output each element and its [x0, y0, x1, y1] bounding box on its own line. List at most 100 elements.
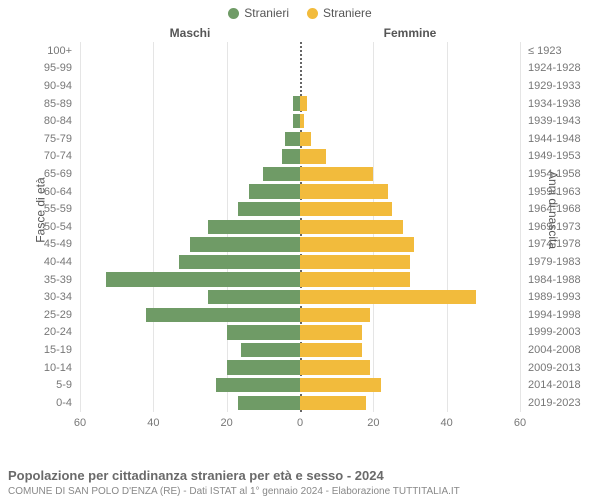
age-label: 40-44	[0, 257, 76, 268]
legend-item-female: Straniere	[307, 6, 372, 20]
age-label: 85-89	[0, 99, 76, 110]
birth-label: 1949-1953	[524, 151, 600, 162]
legend: Stranieri Straniere	[0, 0, 600, 20]
age-label: 30-34	[0, 292, 76, 303]
birth-label: 1924-1928	[524, 63, 600, 74]
bar-male	[293, 114, 300, 129]
bar-row	[80, 325, 520, 340]
bar-male	[285, 132, 300, 147]
age-label: 50-54	[0, 222, 76, 233]
x-tick-label: 40	[441, 417, 453, 429]
bar-male	[249, 184, 300, 199]
bar-row	[80, 360, 520, 375]
bar-male	[146, 308, 300, 323]
age-label: 95-99	[0, 63, 76, 74]
age-label: 65-69	[0, 169, 76, 180]
bar-row	[80, 96, 520, 111]
bar-female	[300, 272, 410, 287]
bar-male	[238, 202, 300, 217]
bar-female	[300, 132, 311, 147]
bar-row	[80, 290, 520, 305]
bar-female	[300, 220, 403, 235]
chart-title: Popolazione per cittadinanza straniera p…	[8, 468, 384, 483]
bar-male	[293, 96, 300, 111]
header-female: Femmine	[310, 26, 510, 40]
age-label: 25-29	[0, 310, 76, 321]
bar-female	[300, 237, 414, 252]
bar-female	[300, 167, 373, 182]
age-labels: 100+95-9990-9485-8980-8475-7970-7465-696…	[0, 42, 76, 412]
birth-label: 1974-1978	[524, 239, 600, 250]
bar-row	[80, 378, 520, 393]
bar-female	[300, 308, 370, 323]
bar-male	[282, 149, 300, 164]
birth-label: 1934-1938	[524, 99, 600, 110]
age-label: 60-64	[0, 187, 76, 198]
plot	[80, 42, 520, 412]
legend-swatch-male	[228, 8, 239, 19]
bar-row	[80, 184, 520, 199]
birth-label: 2004-2008	[524, 345, 600, 356]
age-label: 15-19	[0, 345, 76, 356]
x-tick-label: 40	[147, 417, 159, 429]
bar-male	[179, 255, 300, 270]
age-label: 75-79	[0, 134, 76, 145]
bar-male	[241, 343, 300, 358]
bar-row	[80, 202, 520, 217]
age-label: 20-24	[0, 327, 76, 338]
bar-male	[238, 396, 300, 411]
bar-male	[227, 325, 300, 340]
birth-label: 1989-1993	[524, 292, 600, 303]
bar-male	[216, 378, 300, 393]
bar-female	[300, 96, 307, 111]
bar-female	[300, 396, 366, 411]
chart-source: COMUNE DI SAN POLO D'ENZA (RE) - Dati IS…	[8, 486, 460, 497]
legend-label-male: Stranieri	[244, 6, 289, 20]
age-label: 10-14	[0, 363, 76, 374]
birth-labels: ≤ 19231924-19281929-19331934-19381939-19…	[524, 42, 600, 412]
bar-male	[208, 290, 300, 305]
bar-row	[80, 167, 520, 182]
bar-female	[300, 360, 370, 375]
birth-label: 1939-1943	[524, 116, 600, 127]
bar-row	[80, 220, 520, 235]
x-tick-label: 20	[221, 417, 233, 429]
bar-female	[300, 255, 410, 270]
bar-female	[300, 184, 388, 199]
age-label: 0-4	[0, 398, 76, 409]
x-tick-label: 60	[514, 417, 526, 429]
birth-label: 2014-2018	[524, 380, 600, 391]
x-tick-label: 60	[74, 417, 86, 429]
legend-item-male: Stranieri	[228, 6, 289, 20]
bar-row	[80, 255, 520, 270]
x-tick-label: 0	[297, 417, 303, 429]
birth-label: 1999-2003	[524, 327, 600, 338]
age-label: 55-59	[0, 204, 76, 215]
bar-male	[227, 360, 300, 375]
bar-male	[106, 272, 300, 287]
age-label: 5-9	[0, 380, 76, 391]
bar-female	[300, 149, 326, 164]
bar-row	[80, 44, 520, 59]
birth-label: 1959-1963	[524, 187, 600, 198]
bar-row	[80, 272, 520, 287]
birth-label: 1969-1973	[524, 222, 600, 233]
bar-male	[190, 237, 300, 252]
bar-row	[80, 396, 520, 411]
x-axis: 6040200204060	[80, 412, 520, 430]
age-label: 100+	[0, 46, 76, 57]
bar-row	[80, 114, 520, 129]
birth-label: 1944-1948	[524, 134, 600, 145]
birth-label: ≤ 1923	[524, 46, 600, 57]
birth-label: 1979-1983	[524, 257, 600, 268]
birth-label: 1954-1958	[524, 169, 600, 180]
x-tick-label: 20	[367, 417, 379, 429]
age-label: 80-84	[0, 116, 76, 127]
age-label: 45-49	[0, 239, 76, 250]
bar-row	[80, 132, 520, 147]
bar-male	[263, 167, 300, 182]
legend-swatch-female	[307, 8, 318, 19]
bar-male	[208, 220, 300, 235]
birth-label: 2019-2023	[524, 398, 600, 409]
bar-row	[80, 149, 520, 164]
